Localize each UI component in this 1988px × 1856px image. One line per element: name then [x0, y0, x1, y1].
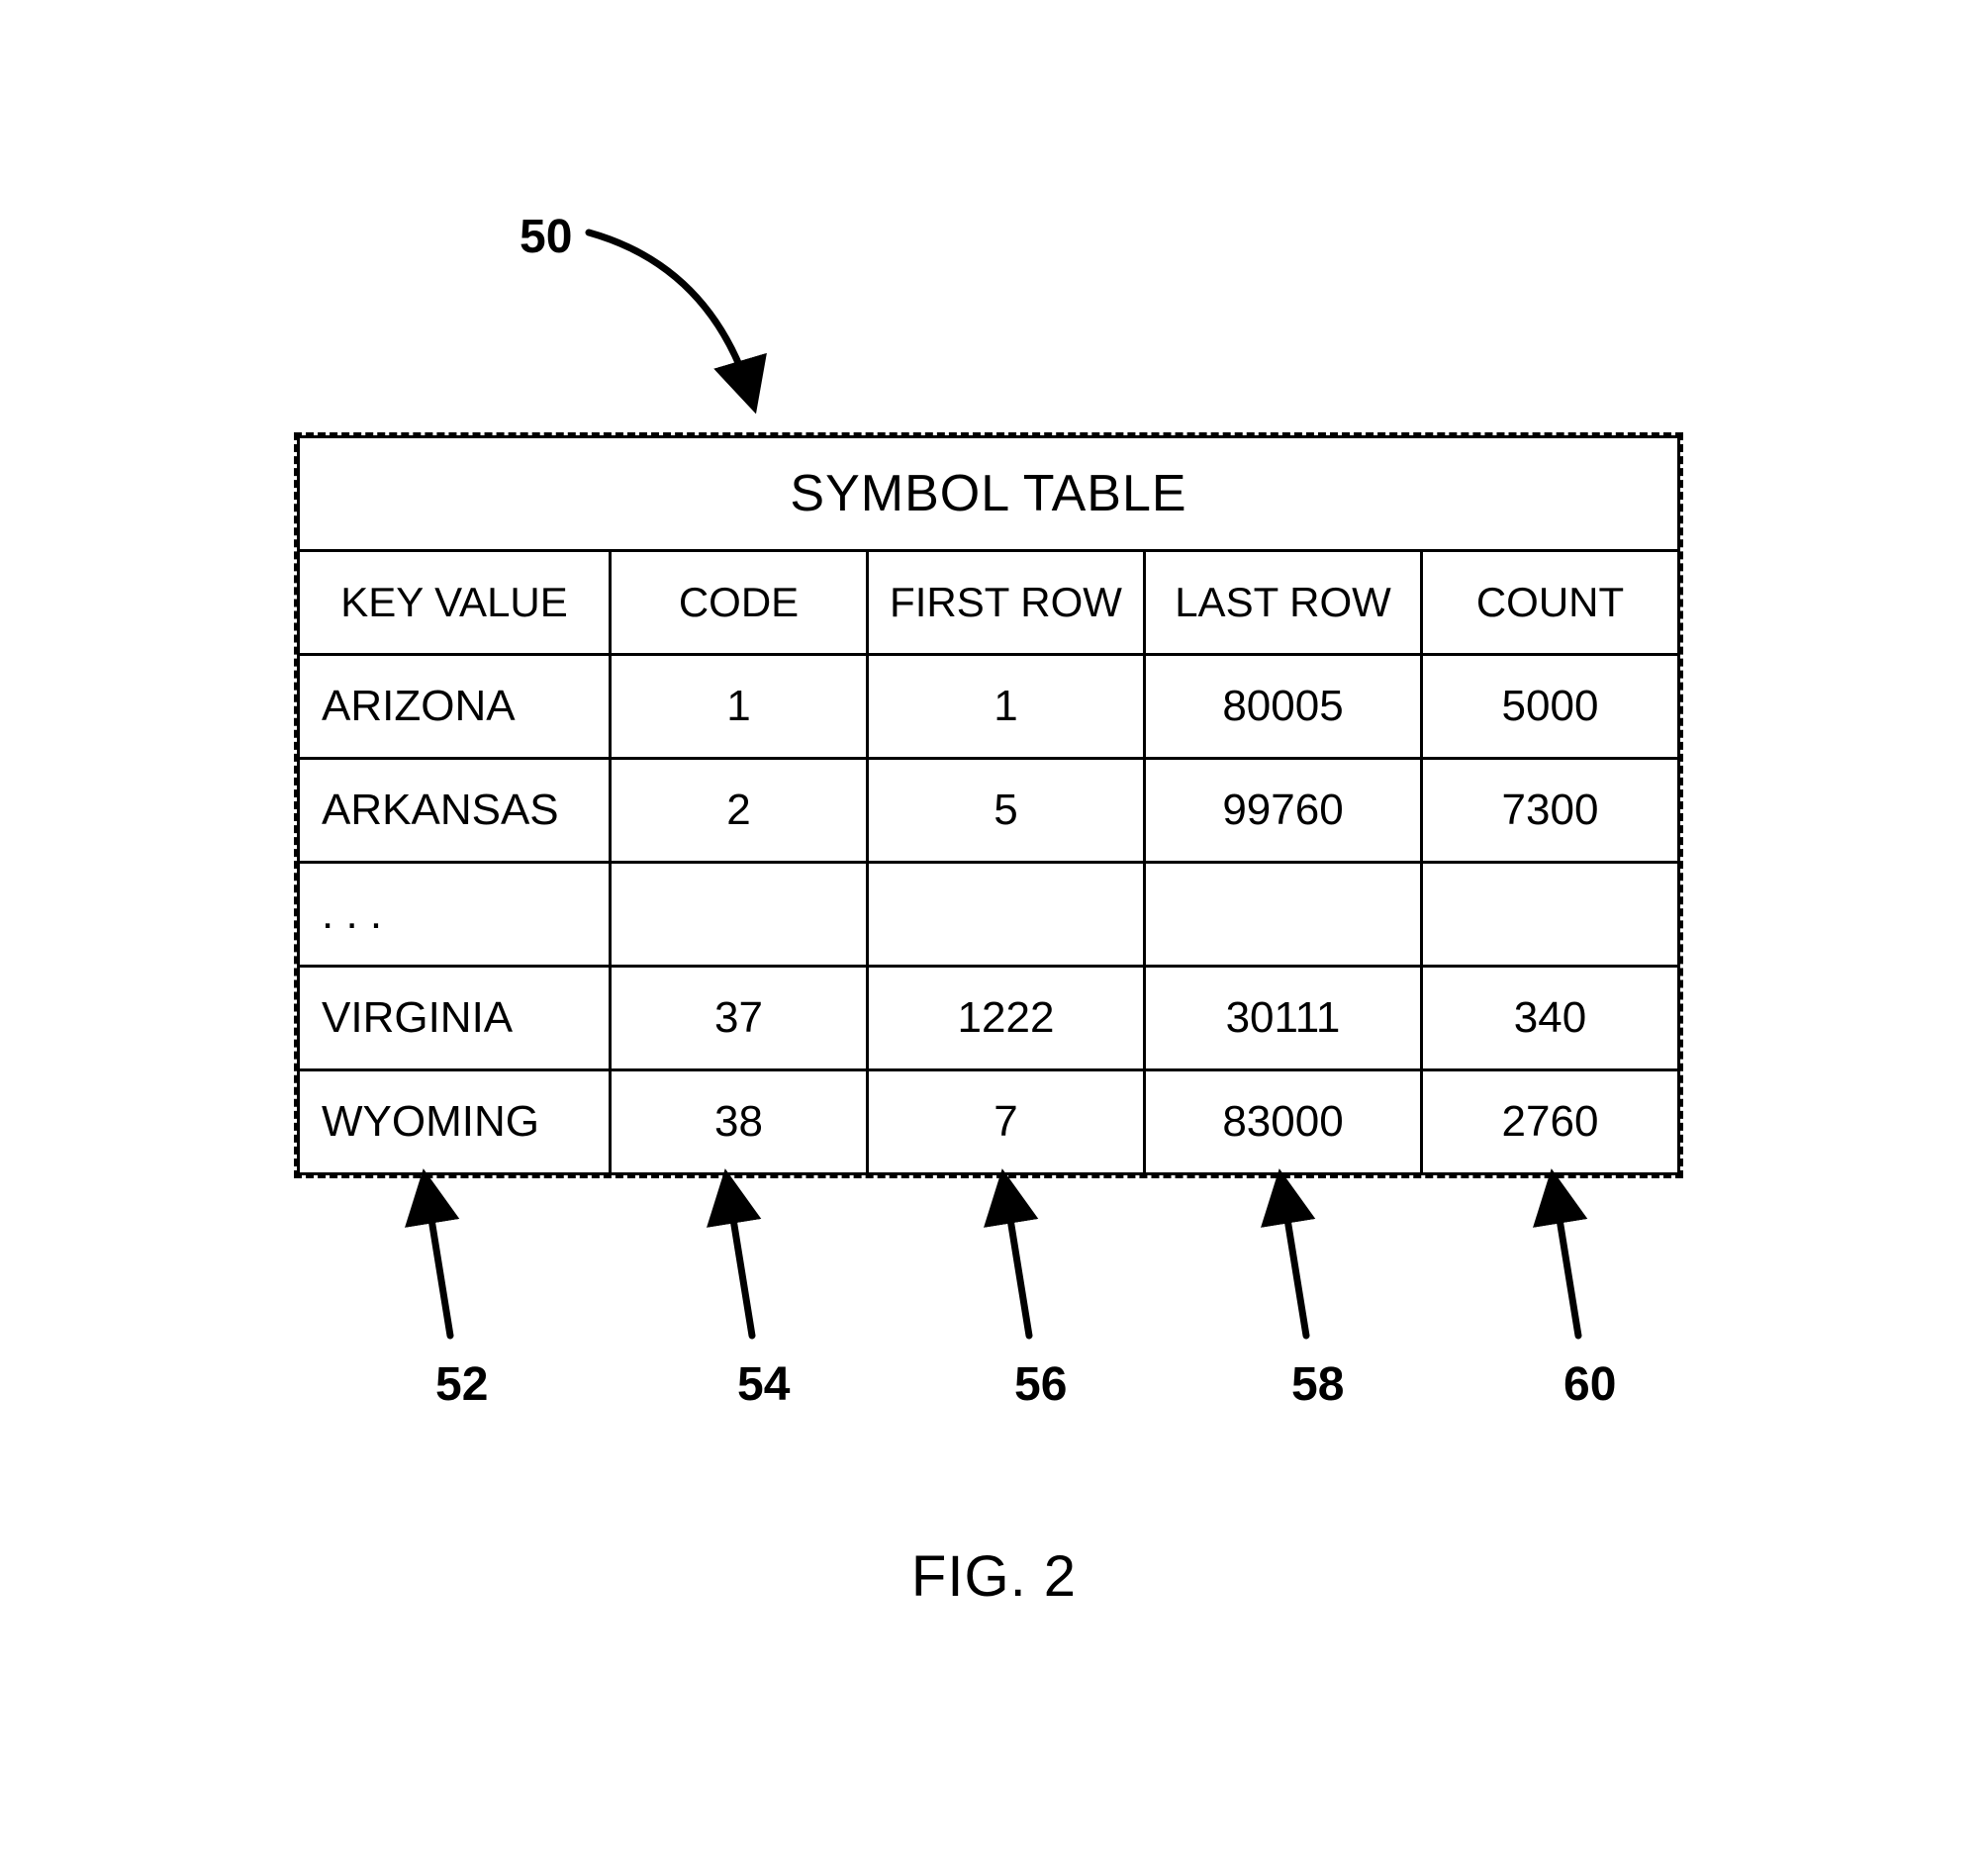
cell-lastrow: 30111: [1145, 967, 1422, 1070]
col-header-count: COUNT: [1422, 551, 1679, 655]
cell-lastrow: 83000: [1145, 1070, 1422, 1174]
cell-code: 37: [611, 967, 868, 1070]
ref-52: 52: [435, 1358, 488, 1411]
table-row: WYOMING 38 7 83000 2760: [299, 1070, 1679, 1174]
cell-key: VIRGINIA: [299, 967, 611, 1070]
cell-lastrow: 99760: [1145, 759, 1422, 863]
ref-56: 56: [1014, 1358, 1067, 1411]
table-row: VIRGINIA 37 1222 30111 340: [299, 967, 1679, 1070]
cell-code: 1: [611, 655, 868, 759]
cell-firstrow: 7: [868, 1070, 1145, 1174]
cell-firstrow: 1: [868, 655, 1145, 759]
table-title-row: SYMBOL TABLE: [299, 437, 1679, 551]
cell-count: 2760: [1422, 1070, 1679, 1174]
cell-count: 5000: [1422, 655, 1679, 759]
cell-firstrow: [868, 863, 1145, 967]
arrow-col-lastrow-icon: [1281, 1182, 1306, 1336]
arrow-col-key-icon: [426, 1182, 450, 1336]
col-header-code: CODE: [611, 551, 868, 655]
cell-key: ARKANSAS: [299, 759, 611, 863]
cell-key: ARIZONA: [299, 655, 611, 759]
table-title: SYMBOL TABLE: [299, 437, 1679, 551]
col-header-firstrow: FIRST ROW: [868, 551, 1145, 655]
cell-lastrow: [1145, 863, 1422, 967]
table-header-row: KEY VALUE CODE FIRST ROW LAST ROW COUNT: [299, 551, 1679, 655]
col-header-lastrow: LAST ROW: [1145, 551, 1422, 655]
arrow-col-count-icon: [1554, 1182, 1578, 1336]
ref-50: 50: [520, 211, 572, 263]
ref-54: 54: [737, 1358, 791, 1411]
cell-count: 340: [1422, 967, 1679, 1070]
cell-code: 2: [611, 759, 868, 863]
ref-60: 60: [1563, 1358, 1616, 1411]
cell-code: [611, 863, 868, 967]
cell-firstrow: 5: [868, 759, 1145, 863]
cell-count: 7300: [1422, 759, 1679, 863]
table-row: ARKANSAS 2 5 99760 7300: [299, 759, 1679, 863]
cell-code: 38: [611, 1070, 868, 1174]
cell-count: [1422, 863, 1679, 967]
arrow-col-code-icon: [727, 1182, 752, 1336]
cell-lastrow: 80005: [1145, 655, 1422, 759]
cell-firstrow: 1222: [868, 967, 1145, 1070]
table-row: ARIZONA 1 1 80005 5000: [299, 655, 1679, 759]
cell-key-ellipsis: . . .: [299, 863, 611, 967]
table-row-ellipsis: . . .: [299, 863, 1679, 967]
figure-caption: FIG. 2: [0, 1543, 1988, 1610]
col-header-key: KEY VALUE: [299, 551, 611, 655]
ref-58: 58: [1291, 1358, 1344, 1411]
arrow-col-firstrow-icon: [1004, 1182, 1029, 1336]
arrow-to-table-icon: [589, 232, 752, 401]
cell-key: WYOMING: [299, 1070, 611, 1174]
symbol-table-wrapper: SYMBOL TABLE KEY VALUE CODE FIRST ROW LA…: [297, 435, 1680, 1175]
patent-figure-page: SYMBOL TABLE KEY VALUE CODE FIRST ROW LA…: [0, 0, 1988, 1856]
symbol-table: SYMBOL TABLE KEY VALUE CODE FIRST ROW LA…: [297, 435, 1680, 1175]
